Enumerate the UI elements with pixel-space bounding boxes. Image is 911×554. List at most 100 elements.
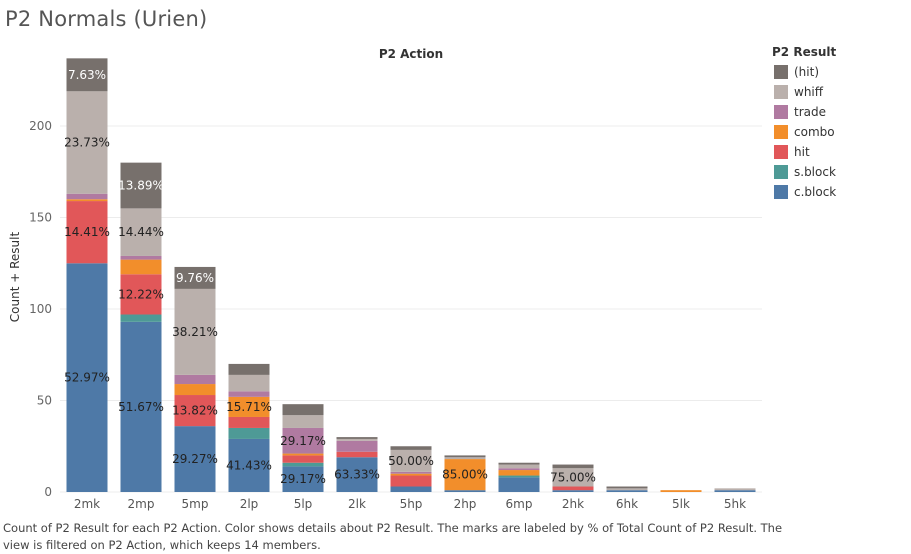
data-label: 85.00% (442, 468, 488, 482)
data-label: 9.76% (176, 271, 214, 285)
legend-label: whiff (794, 85, 824, 99)
x-tick-label: 2lk (348, 497, 366, 511)
bar-segment-6mp-s.block (498, 475, 540, 478)
legend-swatch (774, 85, 788, 99)
legend-label: (hit) (794, 65, 820, 79)
x-tick-label: 5lk (672, 497, 690, 511)
bar-segment-6hk-hit (606, 486, 648, 489)
bar-segment-5mp-hit (174, 266, 216, 289)
data-label: 29.27% (172, 452, 218, 466)
legend-item[interactable]: hit (774, 144, 810, 160)
bar-segment-2mp-s.block (120, 314, 162, 322)
bar-segment-6mp-whiff (498, 464, 540, 469)
legend-item[interactable]: s.block (774, 164, 836, 180)
legend-item[interactable]: whiff (774, 84, 823, 100)
bar-segment-5lp-s.block (282, 462, 324, 467)
x-tick-label: 5mp (182, 497, 209, 511)
x-tick-label: 5lp (294, 497, 313, 511)
bar-segment-5lp-hit (282, 455, 324, 463)
bar-segment-5lk-combo (660, 490, 702, 492)
bar-segment-2hk-c.block (552, 490, 594, 492)
data-label: 23.73% (64, 136, 110, 150)
data-label: 52.97% (64, 371, 110, 385)
legend-title: P2 Result (772, 45, 837, 59)
x-tick-label: 5hk (724, 497, 746, 511)
legend-item[interactable]: trade (774, 104, 826, 120)
x-tick-label: 6hk (616, 497, 638, 511)
x-tick-label: 5hp (400, 497, 423, 511)
bar-segment-2mp-c.block (120, 321, 162, 492)
data-label: 51.67% (118, 400, 164, 414)
bar-segment-2lk-whiff (336, 438, 378, 441)
data-label: 29.17% (280, 472, 326, 486)
data-label: 12.22% (118, 287, 164, 301)
bar-segment-6hk-c.block (606, 490, 648, 492)
bar-segment-5mp-whiff (174, 288, 216, 375)
bar-segment-2lk-hit (336, 451, 378, 458)
bar-segment-2lp-trade (228, 391, 270, 397)
bar-segment-5mp-hit (174, 395, 216, 427)
bar-segment-5hp-hit (390, 446, 432, 450)
bar-segment-5mp-trade (174, 374, 216, 385)
y-axis-label: Count + Result (8, 232, 22, 323)
bar-segment-2hp-hit (444, 455, 486, 458)
bar-segment-5hp-whiff (390, 449, 432, 472)
bar-segment-2mp-trade (120, 255, 162, 260)
bar-segment-2lp-combo (228, 396, 270, 417)
x-tick-label: 2lp (240, 497, 259, 511)
bar-segment-5mp-combo (174, 384, 216, 396)
data-label: 38.21% (172, 325, 218, 339)
bar-segment-2mp-whiff (120, 208, 162, 256)
bar-segment-5lp-trade (282, 427, 324, 454)
data-label: 13.82% (172, 404, 218, 418)
x-tick-label: 2mk (74, 497, 100, 511)
x-tick-label: 6mp (506, 497, 533, 511)
bar-segment-2mk-whiff (66, 91, 108, 194)
legend-swatch (774, 105, 788, 119)
legend-label: combo (794, 125, 835, 139)
y-tick-label: 100 (29, 302, 52, 316)
bar-segment-2hp-c.block (444, 490, 486, 492)
bar-segment-5mp-c.block (174, 426, 216, 492)
bar-segment-5lp-c.block (282, 466, 324, 492)
legend-swatch (774, 145, 788, 159)
bar-segment-2lk-c.block (336, 457, 378, 492)
chart-title: P2 Action (379, 47, 443, 61)
y-tick-label: 150 (29, 211, 52, 225)
bar-segment-2lp-whiff (228, 374, 270, 392)
legend-item[interactable]: (hit) (774, 64, 819, 80)
bar-segment-2lk-trade (336, 440, 378, 452)
bar-segment-6hk-whiff (606, 488, 648, 491)
data-label: 14.41% (64, 225, 110, 239)
x-tick-label: 2mp (128, 497, 155, 511)
bar-segment-6mp-hit (498, 462, 540, 465)
data-label: 50.00% (388, 454, 434, 468)
bar-segment-5lp-hit (282, 404, 324, 416)
bar-segment-2mp-combo (120, 259, 162, 275)
bar-segment-6mp-trade (498, 468, 540, 471)
bar-segment-5lp-whiff (282, 415, 324, 428)
bar-segment-2lp-c.block (228, 438, 270, 492)
data-label: 75.00% (550, 470, 596, 484)
bar-segment-2mk-hit (66, 201, 108, 264)
legend-label: c.block (794, 185, 837, 199)
data-label: 13.89% (118, 179, 164, 193)
bar-segment-2hk-hit (552, 486, 594, 491)
bar-segment-2mk-trade (66, 193, 108, 200)
data-label: 14.44% (118, 225, 164, 239)
y-tick-label: 50 (37, 394, 52, 408)
bar-segment-2lp-hit (228, 363, 270, 375)
bar-segment-2mp-hit (120, 162, 162, 209)
legend-item[interactable]: combo (774, 124, 835, 140)
legend-item[interactable]: c.block (774, 184, 836, 200)
bar-segment-2hp-combo (444, 459, 486, 491)
bar-segment-2mp-hit (120, 274, 162, 315)
data-label: 63.33% (334, 468, 380, 482)
data-label: 41.43% (226, 458, 272, 472)
bar-segment-2lk-hit (336, 437, 378, 439)
x-tick-label: 2hk (562, 497, 584, 511)
legend-swatch (774, 125, 788, 139)
legend-swatch (774, 65, 788, 79)
bar-segment-2mk-combo (66, 199, 108, 202)
